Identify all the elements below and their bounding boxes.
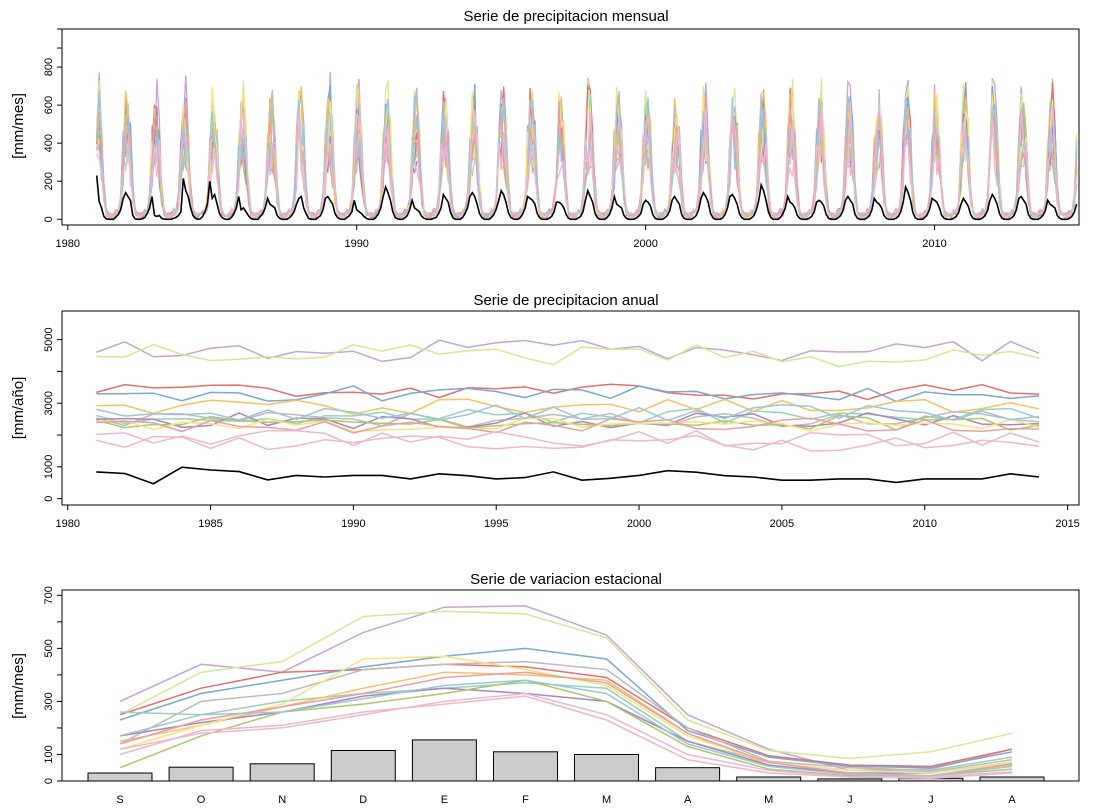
- monthly-x-tick-label: 2000: [633, 238, 657, 250]
- seasonal-series-line: [119, 692, 1013, 780]
- seasonal-bar: [330, 750, 396, 782]
- annual-x-tick-label: 2005: [770, 518, 794, 530]
- seasonal-axes: S O N D E F M A M J J A 0 100 300 500 700: [43, 586, 1016, 806]
- monthly-series-group: [95, 71, 1078, 221]
- monthly-y-tick-label: 0: [43, 216, 55, 222]
- monthly-x-tick-label: 1990: [344, 238, 368, 250]
- seasonal-x-tick-label: D: [359, 794, 367, 806]
- seasonal-x-tick-label: O: [197, 794, 206, 806]
- seasonal-ylabel: [mm/mes]: [10, 653, 27, 719]
- monthly-series-line: [96, 102, 1078, 220]
- monthly-axes: 1980 1990 2000 2010 0 200 400 600 800: [43, 28, 947, 250]
- seasonal-series-line: [119, 679, 1013, 777]
- monthly-x-tick-label: 1980: [56, 238, 80, 250]
- seasonal-x-tick-label: N: [278, 794, 286, 806]
- seasonal-y-tick-label: 300: [43, 692, 55, 710]
- seasonal-bar: [979, 776, 1045, 782]
- monthly-title: Serie de precipitacion mensual: [463, 8, 668, 25]
- annual-x-tick-label: 1990: [341, 518, 365, 530]
- annual-y-tick-label: 1000: [43, 455, 55, 479]
- monthly-y-tick-label: 800: [43, 58, 55, 76]
- annual-x-tick-label: 2000: [627, 518, 651, 530]
- seasonal-series-line: [119, 687, 1013, 774]
- seasonal-x-tick-label: J: [928, 794, 934, 806]
- panel-monthly: Serie de precipitacion mensual [mm/mes] …: [10, 8, 1080, 250]
- annual-y-tick-label: 0: [43, 496, 55, 502]
- seasonal-x-tick-label: M: [764, 794, 773, 806]
- seasonal-bar: [493, 751, 558, 782]
- seasonal-bar: [411, 739, 477, 782]
- seasonal-x-tick-label: S: [116, 794, 123, 806]
- annual-x-tick-label: 1995: [484, 518, 508, 530]
- annual-series-line: [96, 383, 1040, 401]
- annual-ylabel: [mm/año]: [10, 377, 27, 440]
- annual-series-line: [96, 339, 1040, 363]
- seasonal-bar: [655, 767, 721, 782]
- seasonal-series-line: [119, 663, 1013, 768]
- monthly-x-tick-label: 2010: [922, 238, 946, 250]
- monthly-ylabel: [mm/mes]: [10, 93, 27, 159]
- annual-title: Serie de precipitacion anual: [473, 292, 658, 309]
- seasonal-x-tick-label: F: [522, 794, 529, 806]
- annual-series-line: [96, 385, 1040, 403]
- annual-plot-frame: [61, 310, 1080, 506]
- annual-x-tick-label: 2015: [1055, 518, 1079, 530]
- seasonal-series-line: [119, 671, 1013, 777]
- panel-seasonal: Serie de variacion estacional [mm/mes] S…: [10, 571, 1080, 806]
- monthly-y-tick-label: 600: [43, 96, 55, 114]
- annual-series-line: [96, 434, 1040, 452]
- seasonal-title: Serie de variacion estacional: [470, 571, 662, 588]
- seasonal-series-line: [119, 647, 1013, 769]
- annual-x-tick-label: 2010: [912, 518, 936, 530]
- seasonal-series-line: [119, 605, 1013, 772]
- seasonal-y-tick-label: 700: [43, 586, 55, 604]
- annual-y-tick-label: 3000: [43, 391, 55, 415]
- annual-series-line: [96, 429, 1040, 447]
- annual-series-line: [96, 417, 1040, 434]
- annual-series-line: [96, 343, 1040, 368]
- seasonal-bar: [249, 763, 315, 782]
- monthly-y-tick-label: 400: [43, 134, 55, 152]
- annual-x-tick-label: 1980: [55, 518, 79, 530]
- seasonal-x-tick-label: A: [1008, 794, 1016, 806]
- seasonal-x-tick-label: A: [684, 794, 692, 806]
- seasonal-bar: [168, 766, 234, 782]
- seasonal-series-line: [119, 660, 1013, 772]
- panel-annual: Serie de precipitacion anual [mm/año] 19…: [10, 292, 1080, 530]
- annual-series-line: [96, 398, 1040, 416]
- seasonal-x-tick-label: J: [847, 794, 853, 806]
- annual-x-tick-label: 1985: [198, 518, 222, 530]
- monthly-y-tick-label: 200: [43, 172, 55, 190]
- seasonal-x-tick-label: M: [602, 794, 611, 806]
- seasonal-series-group: [119, 605, 1013, 780]
- seasonal-x-tick-label: E: [441, 794, 448, 806]
- monthly-plot-frame: [61, 28, 1080, 226]
- seasonal-series-line: [119, 671, 1013, 777]
- seasonal-series-line: [119, 610, 1013, 760]
- seasonal-series-line: [119, 679, 1013, 777]
- seasonal-y-tick-label: 100: [43, 745, 55, 763]
- seasonal-y-tick-label: 0: [43, 778, 55, 784]
- seasonal-bar: [87, 772, 153, 782]
- seasonal-bars-group: [87, 739, 1045, 782]
- annual-series-line: [96, 417, 1040, 433]
- seasonal-bar: [574, 754, 639, 782]
- seasonal-y-tick-label: 500: [43, 639, 55, 657]
- annual-y-tick-label: 5000: [43, 327, 55, 351]
- monthly-observed-line: [95, 175, 1078, 221]
- seasonal-bar: [736, 776, 802, 782]
- annual-series-line: [96, 404, 1040, 422]
- seasonal-plot-frame: [61, 589, 1080, 782]
- annual-series-group: [96, 339, 1040, 485]
- annual-observed-line: [96, 466, 1040, 485]
- annual-axes: 1980 1985 1990 1995 2000 2005 2010 2015 0 1000 300…: [43, 327, 1080, 530]
